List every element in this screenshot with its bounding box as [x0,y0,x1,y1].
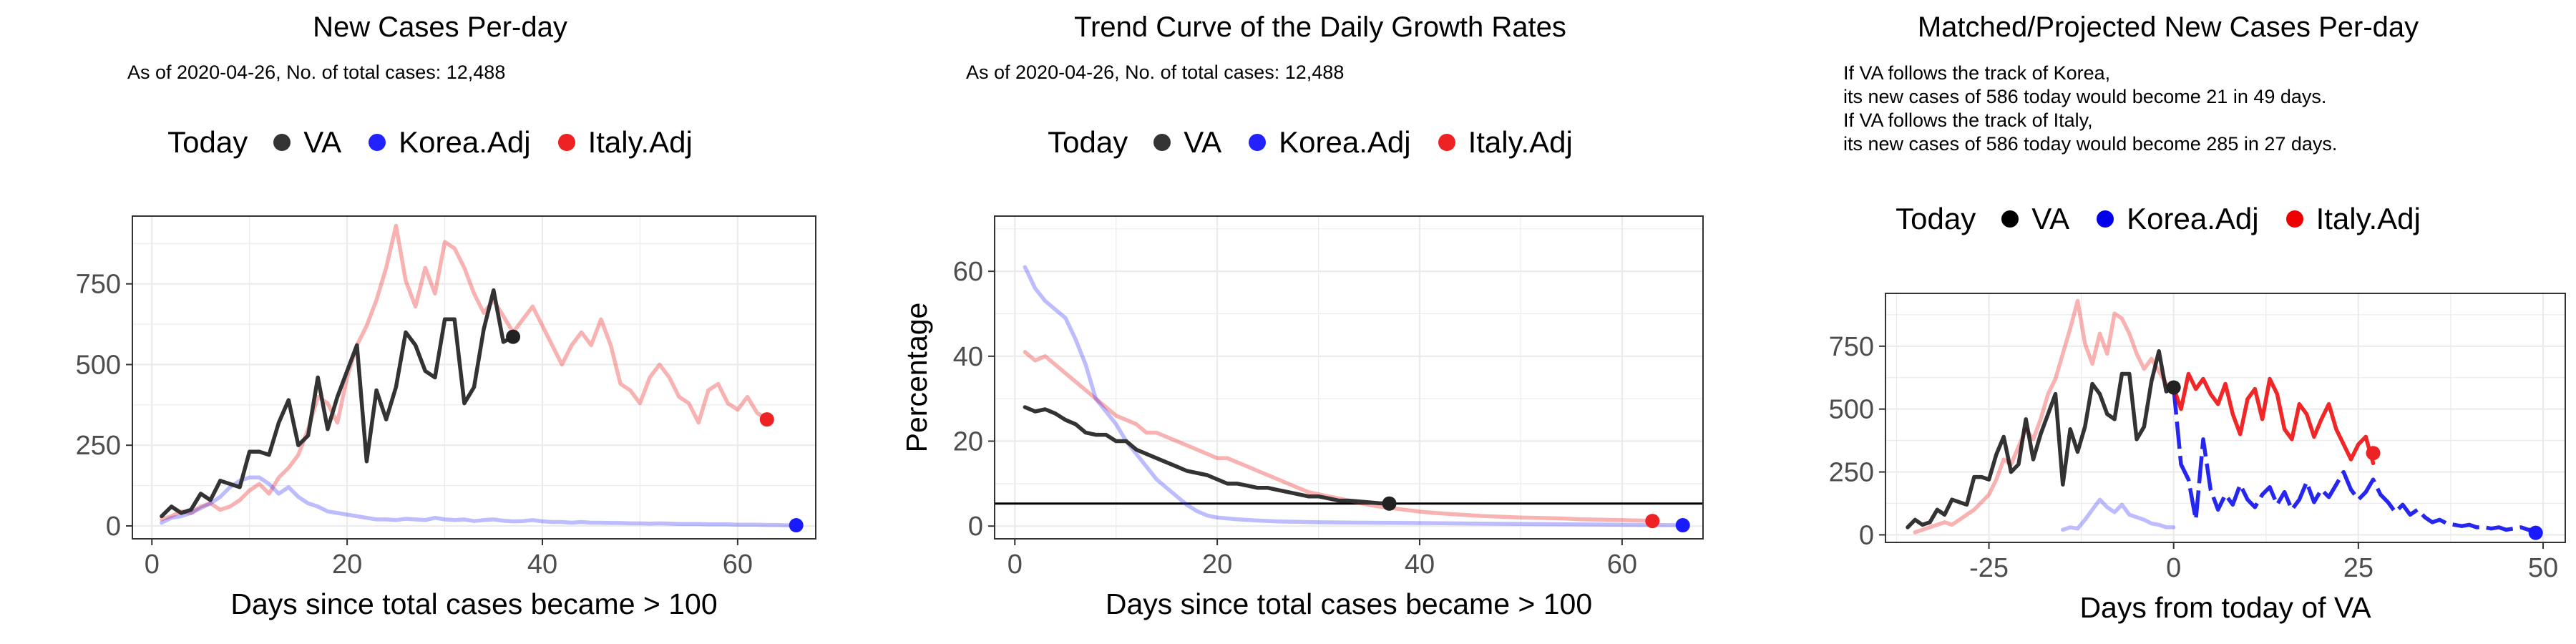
chart-subtitle: As of 2020-04-26, No. of total cases: 12… [127,62,506,83]
legend-key-korea-adj [369,133,386,151]
note-line: its new cases of 586 today would become … [1843,86,2327,107]
legend-title: Today [1048,125,1128,159]
legend-label: VA [1184,125,1222,159]
legend-key-va [2001,210,2019,228]
x-tick-label: 60 [723,550,753,580]
x-axis-title: Days since total cases became > 100 [230,587,717,620]
y-tick-label: 500 [76,350,121,380]
legend-label: Italy.Adj [587,125,693,159]
y-tick-label: 500 [1829,395,1874,425]
x-tick-label: 0 [1008,550,1023,580]
x-tick-label: 20 [332,550,362,580]
x-tick-label: 40 [1405,550,1435,580]
y-tick-label: 20 [953,427,983,457]
x-tick-label: 20 [1202,550,1232,580]
x-tick-label: -25 [1969,553,2009,583]
today-point-va [1382,496,1397,511]
plot-background [995,216,1703,539]
plot-border [1885,293,2566,543]
note-line: its new cases of 586 today would become … [1843,133,2338,155]
chart-title: Trend Curve of the Daily Growth Rates [1074,11,1566,43]
note-line: If VA follows the track of Italy, [1843,109,2093,131]
series-line-korea-adj [2061,497,2176,532]
series-line-italy-adj-projection [2171,371,2376,466]
legend-key-italy-adj [1438,133,1455,151]
chart-daily-growth-rates: Trend Curve of the Daily Growth Rates As… [880,0,1760,644]
chart-title: New Cases Per-day [313,11,567,43]
today-point-korea-adj [1675,518,1690,533]
today-point-korea-adj [2528,525,2543,540]
today-point-italy-adj [1645,514,1660,529]
legend-label: Korea.Adj [2127,202,2259,235]
legend-key-korea-adj [1249,133,1267,151]
legend-label: VA [2031,202,2070,235]
chart-new-cases-per-day: New Cases Per-day As of 2020-04-26, No. … [0,0,880,644]
y-tick-label: 250 [76,431,121,461]
legend-label: VA [303,125,342,159]
x-tick-label: 40 [527,550,557,580]
y-tick-label: 40 [953,342,983,372]
series-line-va [160,288,515,519]
x-axis-title: Days since total cases became > 100 [1106,587,1592,620]
y-axis-title: Percentage [900,303,933,453]
chart-matched-projected: Matched/Projected New Cases Per-day If V… [1760,0,2576,644]
plot-border [994,215,1704,540]
series-line-va [1023,405,1392,506]
series-line-korea-adj [1023,265,1685,527]
legend: Today VA Korea.Adj Italy.Adj [0,125,880,160]
legend-label: Italy.Adj [1468,125,1573,159]
y-tick-label: 0 [1859,520,1874,550]
projection-note: If VA follows the track of Korea, its ne… [1843,62,2337,156]
plot-area: 0 20 40 60 0 250 500 750 Days since total cases … [76,215,816,620]
series-line-italy-adj [1023,350,1655,523]
legend-label: Korea.Adj [1279,125,1411,159]
x-axis-title: Days from today of VA [2079,591,2371,624]
plot-background [1885,293,2565,542]
today-point-korea-adj [789,518,804,533]
legend-key-va [1153,133,1171,151]
legend-key-italy-adj [557,133,575,151]
legend-key-korea-adj [2097,210,2114,228]
plot-area: 0 20 40 60 0 20 40 60 Days since total cases bec… [900,215,1704,620]
y-tick-label: 60 [953,257,983,287]
series-line-korea-adj-projection [2171,387,2536,532]
series-line-italy-adj [160,223,769,522]
y-tick-label: 750 [1829,332,1874,362]
y-tick-label: 750 [76,270,121,300]
legend: Today VA Korea.Adj Italy.Adj [880,125,1760,160]
legend-title: Today [167,125,248,159]
y-tick-label: 250 [1829,458,1874,488]
x-tick-label: 50 [2528,553,2558,583]
y-tick-label: 0 [968,512,983,542]
series-line-va [1906,349,2176,530]
x-tick-label: 0 [2166,553,2181,583]
series-line-korea-adj [160,475,799,527]
note-line: If VA follows the track of Korea, [1843,62,2111,84]
legend-title: Today [1896,202,1976,235]
x-tick-label: 0 [145,550,160,580]
x-tick-label: 25 [2343,553,2373,583]
today-point-italy-adj [759,412,774,427]
legend-label: Korea.Adj [399,125,531,159]
legend-label: Italy.Adj [2316,202,2421,235]
legend-key-italy-adj [2285,210,2303,228]
today-point-italy-adj [2366,446,2381,461]
legend-key-va [273,133,291,151]
today-point-va [2166,380,2181,395]
x-tick-label: 60 [1607,550,1637,580]
legend: Today VA Korea.Adj Italy.Adj [1760,202,2576,236]
today-point-va [506,329,521,344]
y-tick-label: 0 [106,512,121,542]
series-line-italy-adj [1913,298,2176,535]
chart-subtitle: As of 2020-04-26, No. of total cases: 12… [966,62,1345,83]
chart-title: Matched/Projected New Cases Per-day [1917,11,2419,43]
plot-border [132,215,816,540]
